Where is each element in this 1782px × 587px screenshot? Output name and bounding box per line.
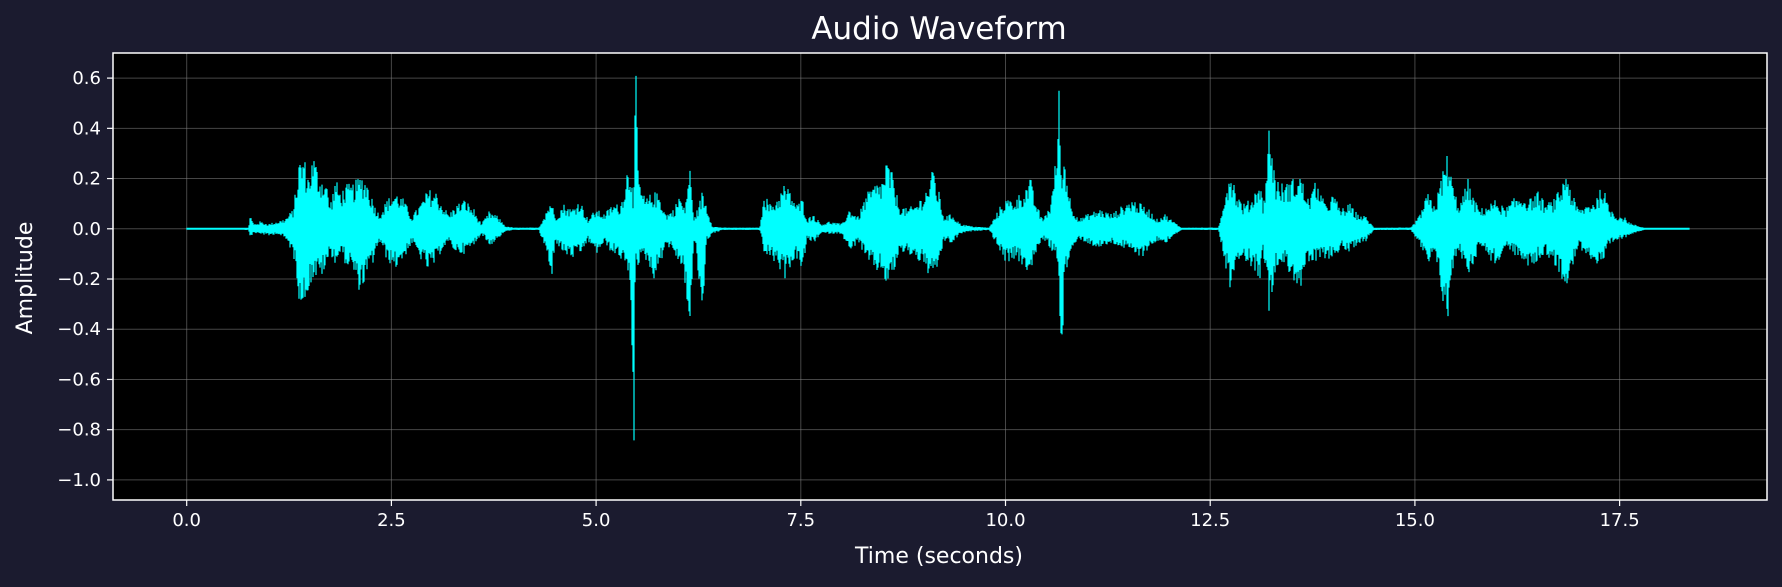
x-tick-label: 15.0 — [1395, 510, 1435, 531]
x-tick-label: 10.0 — [985, 510, 1025, 531]
x-tick-label: 17.5 — [1600, 510, 1640, 531]
x-tick-label: 12.5 — [1190, 510, 1230, 531]
grid — [113, 53, 1767, 500]
x-axis-label: Time (seconds) — [854, 544, 1023, 569]
y-tick-label: 0.4 — [72, 118, 101, 139]
x-tick-label: 2.5 — [377, 510, 406, 531]
y-tick-label: −0.8 — [57, 420, 101, 441]
plot-area — [113, 53, 1767, 500]
y-axis-label: Amplitude — [13, 222, 38, 335]
axes-frame — [112, 52, 1768, 501]
x-tick-label: 0.0 — [172, 510, 201, 531]
y-tick-label: −0.2 — [57, 269, 101, 290]
x-axis-ticks: 0.0 2.5 5.0 7.5 10.0 12.5 15.0 17.5 — [172, 500, 1640, 531]
y-tick-label: 0.6 — [72, 68, 101, 89]
waveform-line — [186, 75, 1690, 441]
y-axis-ticks: 0.6 0.4 0.2 0.0 −0.2 −0.4 −0.6 −0.8 −1.0 — [57, 68, 113, 491]
waveform-series — [186, 75, 1690, 441]
y-tick-label: 0.2 — [72, 169, 101, 190]
chart-title: Audio Waveform — [811, 11, 1066, 47]
y-tick-label: −0.6 — [57, 369, 101, 390]
x-tick-label: 7.5 — [786, 510, 815, 531]
y-tick-label: 0.0 — [72, 219, 101, 240]
y-tick-label: −1.0 — [57, 470, 101, 491]
y-tick-label: −0.4 — [57, 319, 101, 340]
x-tick-label: 5.0 — [582, 510, 611, 531]
